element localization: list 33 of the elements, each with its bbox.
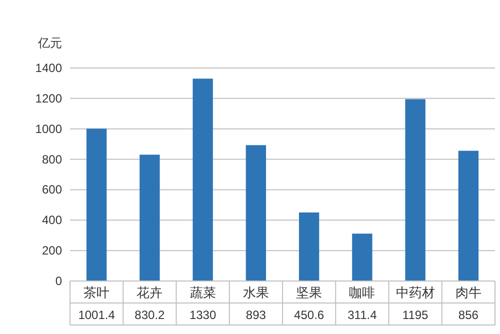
data-label: 830.2 xyxy=(134,308,166,322)
bar xyxy=(246,145,266,281)
y-tick-label: 1200 xyxy=(35,91,62,106)
data-label: 893 xyxy=(246,308,266,322)
y-tick-label: 0 xyxy=(55,274,62,288)
data-label: 311.4 xyxy=(348,308,378,322)
y-tick-label: 1000 xyxy=(35,122,62,136)
x-tick-label: 蔬菜 xyxy=(190,285,216,300)
x-tick-label: 水果 xyxy=(242,285,269,300)
y-tick-label: 600 xyxy=(42,182,62,197)
x-tick-label: 咖啡 xyxy=(349,285,376,300)
bar xyxy=(405,99,426,281)
bar xyxy=(192,78,213,281)
y-tick-label: 1400 xyxy=(35,61,62,75)
x-tick-label: 坚果 xyxy=(296,285,322,300)
data-label: 856 xyxy=(458,308,479,322)
bar xyxy=(298,212,320,281)
x-tick-label: 肉牛 xyxy=(455,285,482,300)
x-tick-label: 花卉 xyxy=(136,285,163,300)
data-label: 1330 xyxy=(189,308,216,322)
data-label: 450.6 xyxy=(294,308,324,322)
data-label: 1001.4 xyxy=(78,308,116,322)
bar xyxy=(140,154,160,281)
bar xyxy=(458,150,479,281)
x-tick-label: 茶叶 xyxy=(84,285,110,300)
y-tick-label: 400 xyxy=(42,213,62,228)
bar xyxy=(352,234,372,281)
y-tick-label: 200 xyxy=(42,244,62,258)
y-axis-title: 亿元 xyxy=(37,36,62,50)
x-tick-label: 中药材 xyxy=(396,285,435,300)
y-tick-label: 800 xyxy=(42,152,62,166)
bar xyxy=(86,128,107,281)
data-label: 1195 xyxy=(402,308,429,322)
